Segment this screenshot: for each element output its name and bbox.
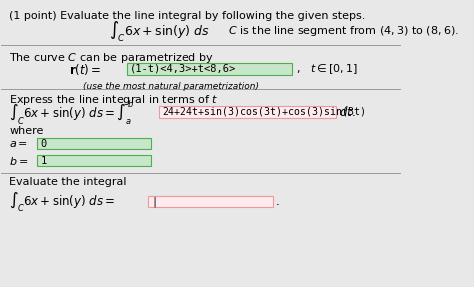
Text: $\int_C 6x + \sin(y)\ ds = \int_a^b$: $\int_C 6x + \sin(y)\ ds = \int_a^b$	[9, 98, 134, 126]
Text: 24+24t+sin(3)cos(3t)+cos(3)sin(3t): 24+24t+sin(3)cos(3t)+cos(3)sin(3t)	[162, 107, 366, 117]
Text: (1-t)<4,3>+t<8,6>: (1-t)<4,3>+t<8,6>	[130, 64, 237, 74]
Text: (use the most natural parametrization): (use the most natural parametrization)	[82, 82, 259, 90]
Text: ,   $t \in [0, 1]$: , $t \in [0, 1]$	[296, 62, 358, 76]
Text: $\int_C 6x + \sin(y)\ ds$: $\int_C 6x + \sin(y)\ ds$	[109, 19, 210, 44]
FancyBboxPatch shape	[127, 63, 292, 75]
Text: $b = $: $b = $	[9, 155, 29, 166]
Text: $dt.$: $dt.$	[339, 105, 356, 119]
Text: The curve $C$ can be parametrized by: The curve $C$ can be parametrized by	[9, 51, 214, 65]
Text: (1 point) Evaluate the line integral by following the given steps.: (1 point) Evaluate the line integral by …	[9, 11, 366, 21]
Text: $\int_C 6x + \sin(y)\ ds = $: $\int_C 6x + \sin(y)\ ds = $	[9, 190, 116, 214]
Text: 1: 1	[40, 156, 46, 166]
Text: Express the line integral in terms of $t$: Express the line integral in terms of $t…	[9, 94, 219, 107]
Text: where: where	[9, 127, 44, 136]
Text: 0: 0	[40, 139, 46, 148]
FancyBboxPatch shape	[148, 196, 273, 207]
FancyBboxPatch shape	[37, 155, 151, 166]
FancyBboxPatch shape	[37, 138, 151, 149]
FancyBboxPatch shape	[159, 106, 336, 118]
Text: $a = $: $a = $	[9, 139, 28, 148]
Text: |: |	[151, 197, 157, 207]
Text: $\mathbf{r}(t) = $: $\mathbf{r}(t) = $	[69, 61, 101, 77]
Text: .: .	[276, 195, 280, 208]
Text: Evaluate the integral: Evaluate the integral	[9, 177, 127, 187]
Text: $C$ is the line segment from $(4, 3)$ to $(8, 6)$.: $C$ is the line segment from $(4, 3)$ to…	[228, 24, 459, 38]
